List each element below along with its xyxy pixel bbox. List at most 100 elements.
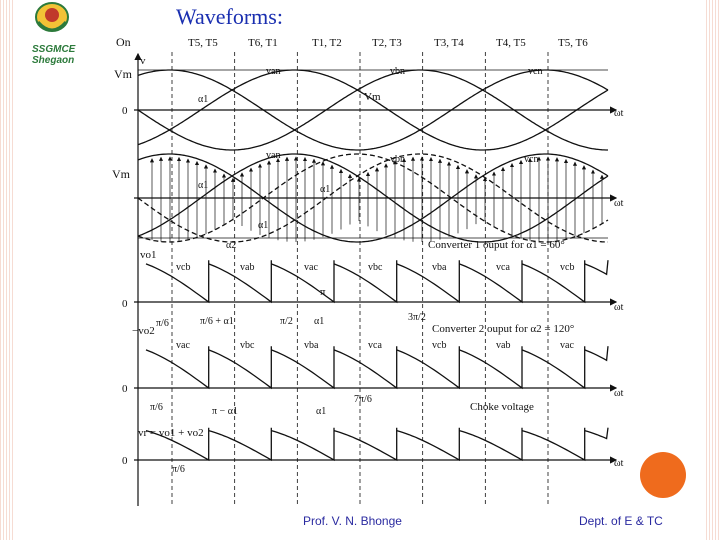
p1-zero: 0 [122, 105, 128, 117]
p3-pi6: π/6 [156, 318, 169, 329]
p5-vr: vr = vo1 + vo2 [138, 427, 204, 439]
converter2-segment [333, 346, 398, 390]
p4-segment-label: vac [176, 340, 190, 351]
p1-van: van [266, 66, 280, 77]
pair-2: T6, T1 [248, 37, 278, 49]
p2-alpha-b: α1 [320, 184, 330, 195]
p1-vm: Vm [114, 67, 133, 81]
converter1-segment [584, 260, 609, 276]
p3-a1: α1 [314, 316, 324, 327]
converter2-segment [396, 346, 460, 390]
p3-segment-label: vbc [368, 262, 383, 273]
p5-wt: ωt [614, 458, 624, 469]
p3-zero: 0 [122, 298, 128, 310]
right-border-pattern [706, 0, 720, 540]
ripple-segment [521, 427, 586, 462]
decorative-circle [640, 452, 686, 498]
ripple-segment [584, 427, 609, 440]
p4-pi-a: π − α1 [212, 406, 238, 417]
pair-5: T3, T4 [434, 37, 464, 49]
p2-phase-d [137, 153, 609, 243]
slide-title: Waveforms: [176, 4, 283, 29]
on-label: On [116, 35, 131, 49]
waveform-diagram: On T5, T5 T6, T1 T1, T2 T2, T3 T3, T4 T4… [112, 35, 624, 506]
logo-text: SSGMCE Shegaon [32, 44, 76, 66]
p2-vm: Vm [112, 167, 131, 181]
p3-pi2: π/2 [280, 316, 293, 327]
p2-vbn: vbn [390, 154, 405, 165]
p2-wt: ωt [614, 198, 624, 209]
p1-vm-arrow: Vm [364, 91, 381, 103]
p2-phase-a [137, 153, 609, 243]
p1-v: v [140, 55, 146, 67]
p4-a1: α1 [316, 406, 326, 417]
converter2-segment [459, 346, 523, 390]
p4-caption: Converter 2 ouput for α2 = 120° [432, 323, 574, 335]
p4-segment-label: vab [496, 340, 510, 351]
converter1-segment [396, 260, 460, 304]
p2-van: van [266, 150, 280, 161]
p1-wt: ωt [614, 108, 624, 119]
pair-3: T1, T2 [312, 37, 342, 49]
p4-segment-label: vba [304, 340, 319, 351]
p4-choke: Choke voltage [470, 401, 534, 413]
ripple-segment [145, 427, 210, 462]
p4-seven-pi: 7π/6 [354, 394, 372, 405]
converter2-segment [145, 346, 210, 390]
left-border-pattern [0, 0, 14, 540]
converter1-segment [208, 260, 272, 304]
p1-alpha: α1 [198, 94, 208, 105]
college-logo-icon [35, 2, 69, 32]
p1-phase-1 [137, 69, 609, 151]
footer-author: Prof. V. N. Bhonge [303, 514, 402, 528]
converter1-segment [459, 260, 523, 304]
p3-segment-label: vba [432, 262, 447, 273]
p3-pi6a: π/6 + α1 [200, 316, 234, 327]
pair-6: T4, T5 [496, 37, 526, 49]
waveform-curves [137, 69, 609, 462]
p4-wt: ωt [614, 388, 624, 399]
converter2-segment [584, 346, 609, 362]
p2-vcn: vcn [524, 154, 538, 165]
p1-phase-2 [137, 69, 608, 151]
p3-segment-label: vcb [560, 262, 574, 273]
p4-segment-label: vcb [432, 340, 446, 351]
p2-caption: Converter 1 ouput for α1 = 60° [428, 239, 565, 251]
p4-segment-label: vac [560, 340, 574, 351]
p5-pi6: π/6 [172, 464, 185, 475]
pair-1: T5, T5 [188, 37, 218, 49]
p1-vcn: vcn [528, 66, 542, 77]
p3-pi: π [320, 286, 326, 298]
p4-pi6: π/6 [150, 402, 163, 413]
p3-segment-label: vac [304, 262, 318, 273]
ripple-segment [396, 427, 460, 462]
converter1-segment [145, 260, 210, 304]
p1-vbn: vbn [390, 66, 405, 77]
ripple-segment [208, 427, 272, 462]
p3-wt: ωt [614, 302, 624, 313]
p3-segment-label: vcb [176, 262, 190, 273]
pair-4: T2, T3 [372, 37, 402, 49]
p1-phase-0 [137, 69, 609, 151]
p3-segment-label: vca [496, 262, 510, 273]
converter1-segment [271, 260, 335, 304]
p4-three-pi: 3π/2 [408, 312, 426, 323]
p2-alpha-a: α1 [198, 180, 208, 191]
converter1-segment [521, 260, 586, 304]
p2-alpha-c: α1 [258, 220, 268, 231]
converter2-segment [208, 346, 272, 390]
footer-dept: Dept. of E & TC [579, 514, 663, 528]
p4-zero: 0 [122, 383, 128, 395]
p3-segment-label: vab [240, 262, 254, 273]
p5-zero: 0 [122, 455, 128, 467]
p2-alpha2: α2 [226, 240, 236, 251]
converter2-segment [521, 346, 586, 390]
p4-segment-label: vca [368, 340, 382, 351]
ripple-segment [333, 427, 398, 462]
p3-vo: vo1 [140, 249, 157, 261]
p4-segment-label: vbc [240, 340, 255, 351]
converter2-segment [271, 346, 335, 390]
p3-neg-vo2: −vo2 [132, 325, 155, 337]
converter1-segment [333, 260, 398, 304]
ripple-segment [271, 427, 335, 462]
